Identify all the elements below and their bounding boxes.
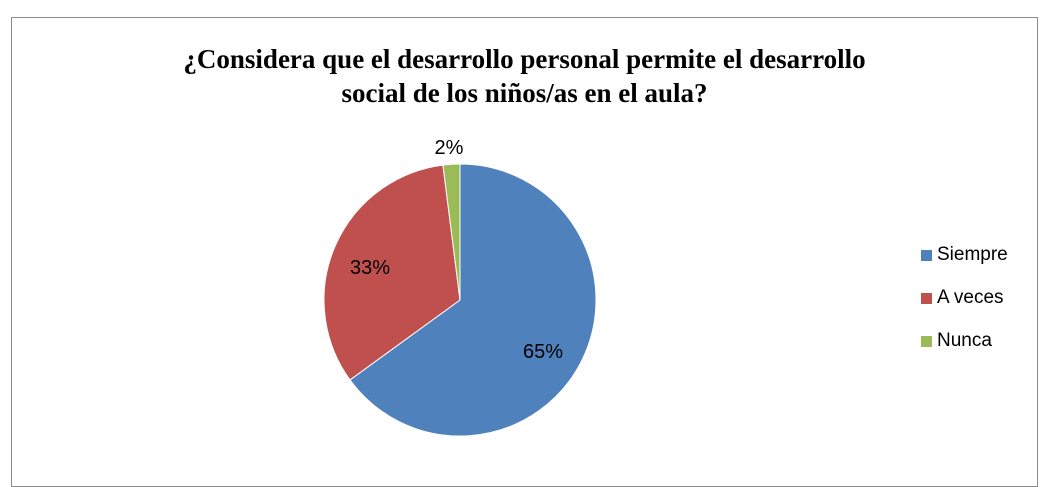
- chart-title: ¿Considera que el desarrollo personal pe…: [11, 42, 1038, 110]
- legend-label-a-veces: A veces: [937, 287, 1004, 308]
- pie-slice-siempre: [349, 163, 597, 437]
- pie-data-labels: 65% 33% 2%: [350, 137, 563, 363]
- data-label-a-veces: 33%: [350, 257, 390, 279]
- data-label-siempre: 65%: [523, 341, 563, 363]
- pie-slice-a-veces: [323, 164, 461, 381]
- chart-title-line-2: social de los niños/as en el aula?: [341, 78, 708, 108]
- legend-label-siempre: Siempre: [937, 244, 1008, 265]
- legend: Siempre A veces Nunca: [921, 243, 1008, 372]
- legend-swatch-nunca: [921, 335, 932, 347]
- pie-slices: [323, 163, 597, 437]
- chart-title-line-1: ¿Considera que el desarrollo personal pe…: [183, 44, 866, 74]
- legend-swatch-siempre: [921, 249, 932, 261]
- data-label-nunca: 2%: [435, 137, 464, 159]
- legend-label-nunca: Nunca: [937, 330, 992, 351]
- legend-item-siempre: Siempre: [921, 243, 1008, 267]
- legend-swatch-a-veces: [921, 292, 932, 304]
- pie-slice-nunca: [442, 163, 461, 301]
- legend-item-a-veces: A veces: [921, 286, 1008, 310]
- legend-item-nunca: Nunca: [921, 329, 1008, 353]
